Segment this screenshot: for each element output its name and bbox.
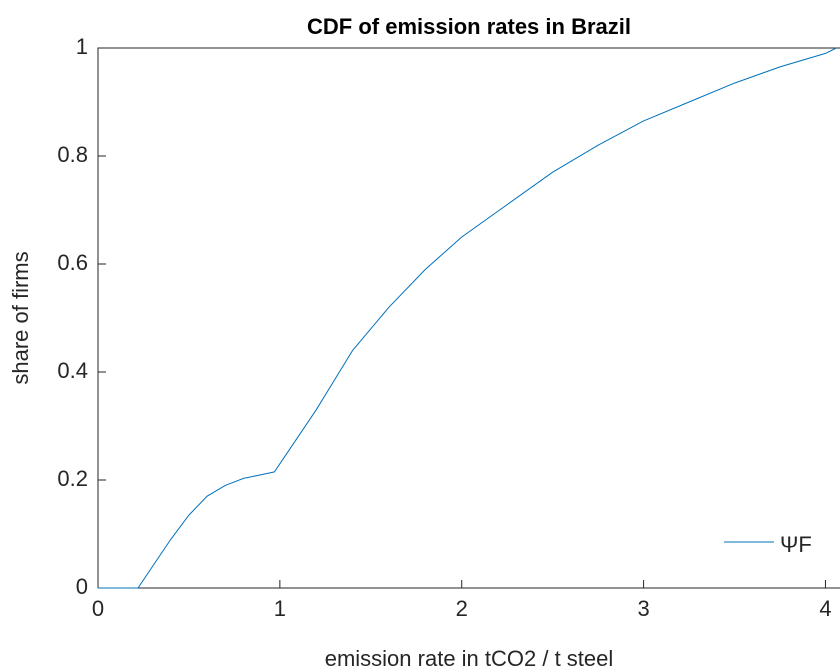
legend-label: ΨF [780,532,812,557]
x-tick-label: 4 [819,596,831,621]
y-tick-label: 0.2 [57,466,88,491]
y-tick-label: 0.6 [57,250,88,275]
y-tick-label: 1 [76,34,88,59]
line [98,47,837,589]
y-axis-label: share of firms [8,251,33,384]
y-tick-label: 0.8 [57,142,88,167]
y-tick-label: 0 [76,574,88,599]
axes-box [97,47,840,589]
x-axis-label: emission rate in tCO2 / t steel [325,646,614,671]
x-tick-label: 2 [456,596,468,621]
x-tick-label: 0 [92,596,104,621]
x-tick-label: 1 [274,596,286,621]
y-tick-label: 0.4 [57,358,88,383]
x-tick-label: 3 [637,596,649,621]
chart-title: CDF of emission rates in Brazil [307,14,631,39]
